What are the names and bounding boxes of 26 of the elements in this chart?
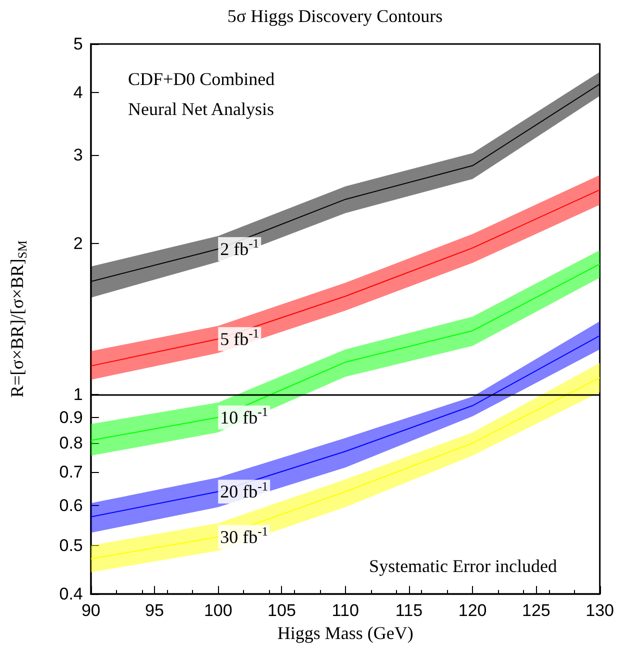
x-tick-label: 130 xyxy=(586,601,614,620)
y-tick-label: 1 xyxy=(73,384,83,404)
y-tick-label: 0.6 xyxy=(59,496,83,516)
x-tick-label: 105 xyxy=(268,601,296,620)
x-tick-label: 90 xyxy=(81,601,100,620)
y-tick-label: 4 xyxy=(73,83,83,102)
y-tick-label: 0.4 xyxy=(59,584,83,604)
y-tick-label: 5 xyxy=(73,34,83,54)
x-axis-title: Higgs Mass (GeV) xyxy=(277,623,414,643)
annotation: CDF+D0 Combined xyxy=(128,69,275,89)
chart-title: 5σ Higgs Discovery Contours xyxy=(227,6,443,26)
y-tick-label: 0.7 xyxy=(59,462,83,482)
x-tick-label: 120 xyxy=(458,601,487,620)
x-tick-label: 100 xyxy=(204,601,232,620)
y-tick-label: 0.5 xyxy=(59,536,83,555)
y-tick-label: 0.9 xyxy=(59,408,83,427)
y-tick-label: 2 xyxy=(73,234,83,254)
x-tick-label: 115 xyxy=(395,601,423,620)
y-tick-label: 0.8 xyxy=(59,434,83,453)
x-tick-label: 125 xyxy=(522,601,550,620)
annotation: Neural Net Analysis xyxy=(128,99,274,119)
y-axis-title: R=[σ×BR]/[σ×BR]SM xyxy=(7,240,30,398)
y-tick-label: 3 xyxy=(73,146,83,165)
x-tick-label: 110 xyxy=(332,601,359,620)
x-tick-label: 95 xyxy=(145,601,164,620)
annotation: Systematic Error included xyxy=(369,556,558,576)
